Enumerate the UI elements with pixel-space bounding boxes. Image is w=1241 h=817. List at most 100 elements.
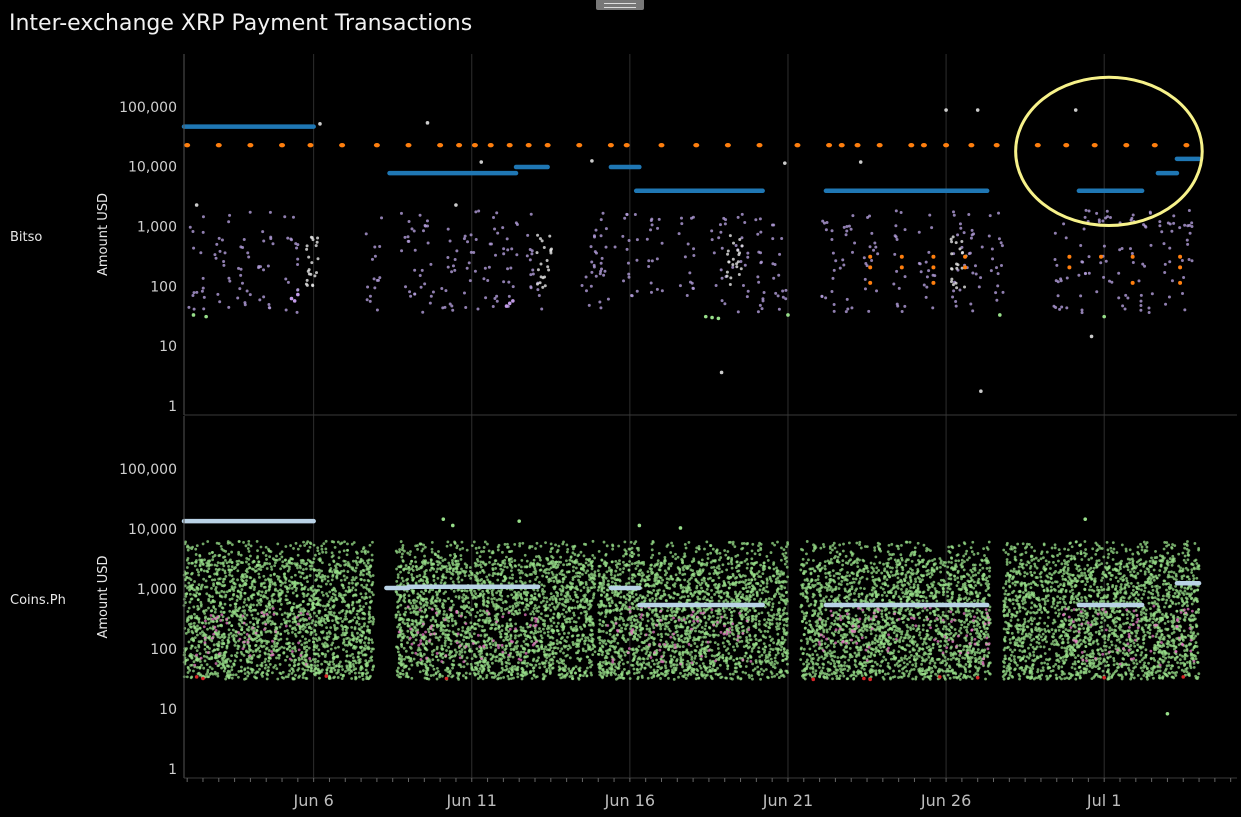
data-point [1067,265,1072,270]
data-point [291,620,295,624]
data-point [510,247,514,251]
data-point [343,540,346,544]
data-point [467,601,471,604]
data-point [336,676,340,679]
data-point [533,592,537,596]
data-point [534,555,538,559]
data-point [1118,248,1122,252]
data-point [1102,275,1106,279]
data-point [205,655,209,659]
data-point [467,636,471,640]
data-point [1062,222,1066,226]
data-point [448,669,452,673]
data-point [302,562,306,565]
data-point [407,618,411,622]
data-point [660,241,664,245]
data-point [821,219,825,223]
data-point [561,622,564,626]
data-point [303,658,307,662]
data-point [429,558,433,562]
data-point [290,580,294,584]
data-point [401,579,405,583]
data-point [401,662,405,666]
data-point [728,234,732,238]
data-point [579,550,583,554]
data-point [225,644,229,648]
data-point [196,672,200,676]
data-point [305,618,308,622]
data-point [560,647,564,651]
data-point [903,304,907,308]
drag-handle-icon[interactable] [596,0,644,10]
data-point [409,611,413,615]
data-point [237,540,241,543]
data-point [316,659,320,663]
data-point [448,553,452,557]
data-point [232,633,236,637]
data-point [301,627,305,631]
data-point [256,592,260,596]
data-point [511,655,515,659]
data-point [505,565,509,569]
data-point [399,570,402,574]
data-point [397,618,401,622]
data-point [260,582,264,586]
data-point [412,577,416,580]
data-point [352,637,356,641]
data-point [462,674,465,678]
data-point [247,142,254,148]
data-point [479,563,482,567]
data-point [431,290,435,294]
data-point [370,591,374,594]
data-point [545,575,549,579]
data-point [291,642,295,646]
data-point [221,639,224,642]
data-point [895,238,899,242]
data-point [593,577,596,581]
data-point [774,291,778,295]
data-point [555,642,559,646]
data-point [332,560,336,564]
data-point [454,653,457,657]
data-point [728,283,732,287]
data-point [467,574,471,578]
data-point [339,579,343,582]
data-point [834,259,838,263]
data-point [892,282,896,286]
data-point [845,297,849,301]
data-point [305,278,309,282]
data-point [549,608,553,612]
data-point [1143,224,1147,228]
data-point [1168,246,1172,250]
data-point [248,566,252,569]
data-point [559,649,562,653]
data-point [238,606,242,610]
data-point [255,639,259,643]
data-point [493,562,497,566]
data-point [462,638,465,642]
data-point [993,142,1000,148]
data-point [551,559,554,563]
data-point [367,620,371,624]
data-point [350,670,354,673]
data-point [324,604,328,608]
data-point [460,650,464,654]
data-point [429,294,433,298]
data-point [231,628,235,632]
data-point [296,263,300,267]
data-point [446,227,450,231]
data-point [396,647,400,650]
data-point [439,568,443,571]
data-point [344,612,348,616]
data-point [548,603,552,607]
data-point [394,613,398,617]
data-point [1187,257,1191,261]
data-point [470,668,474,671]
data-point [396,635,400,639]
data-point [195,666,199,669]
data-point [254,608,258,612]
data-point [578,674,582,678]
data-point [299,575,303,579]
data-point [575,600,579,604]
data-point [341,631,345,635]
